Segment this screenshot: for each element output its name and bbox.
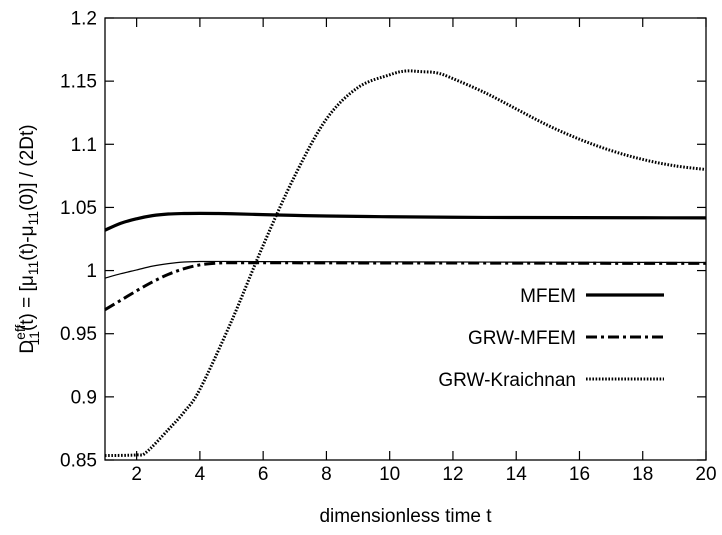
y-tick-label: 0.95 [60,324,97,345]
legend: MFEM GRW-MFEM GRW-Kraichnan [438,286,664,391]
legend-label: GRW-Kraichnan [438,370,576,391]
legend-label: MFEM [520,286,576,307]
y-label-sup: eff [12,324,28,339]
series-line-reference-1 [104,260,707,279]
x-tick-label: 4 [195,464,206,485]
y-label-sub2: 11 [25,260,41,275]
x-tick-label: 12 [442,464,463,485]
x-tick-label: 14 [506,464,528,485]
y-tick-label: 0.9 [71,387,97,408]
y-label-sub3: 11 [25,211,41,226]
y-tick-label: 1.1 [71,135,97,156]
y-label-rest2: (t)-μ [17,225,38,260]
y-axis-label: Deff11(t) = [μ11(t)-μ11(0)] / (2Dt) [12,124,42,353]
x-axis-label: dimensionless time t [319,506,492,527]
plot-frame [104,17,707,461]
x-tick-label: 2 [131,464,142,485]
y-tick-label: 1.2 [71,9,97,30]
x-tick-label: 8 [321,464,332,485]
x-tick-label: 6 [258,464,269,485]
y-label-rest3: (0)] / (2Dt) [17,124,38,211]
y-tick-label: 1.15 [60,72,97,93]
ticks: 2 4 6 8 10 12 14 16 18 20 0.85 0.9 0.95 1 1.05 1.1 1.15 1… [60,9,717,486]
series-line-grw-kraichnan [104,69,707,458]
y-label-base: D [17,340,38,354]
x-tick-label: 16 [569,464,590,485]
y-tick-label: 0.85 [60,451,97,472]
x-tick-label: 18 [632,464,653,485]
y-label-sub: 11 [26,331,42,346]
y-label-rest1: (t) = [μ [17,275,38,331]
series-lines [104,69,707,458]
series-line-mfem [104,211,707,232]
x-tick-label: 10 [379,464,400,485]
legend-label: GRW-MFEM [468,328,576,349]
y-tick-label: 1 [86,261,97,282]
series-line-grw-mfem [104,261,707,312]
y-tick-label: 1.05 [60,198,97,219]
x-tick-label: 20 [695,464,716,485]
